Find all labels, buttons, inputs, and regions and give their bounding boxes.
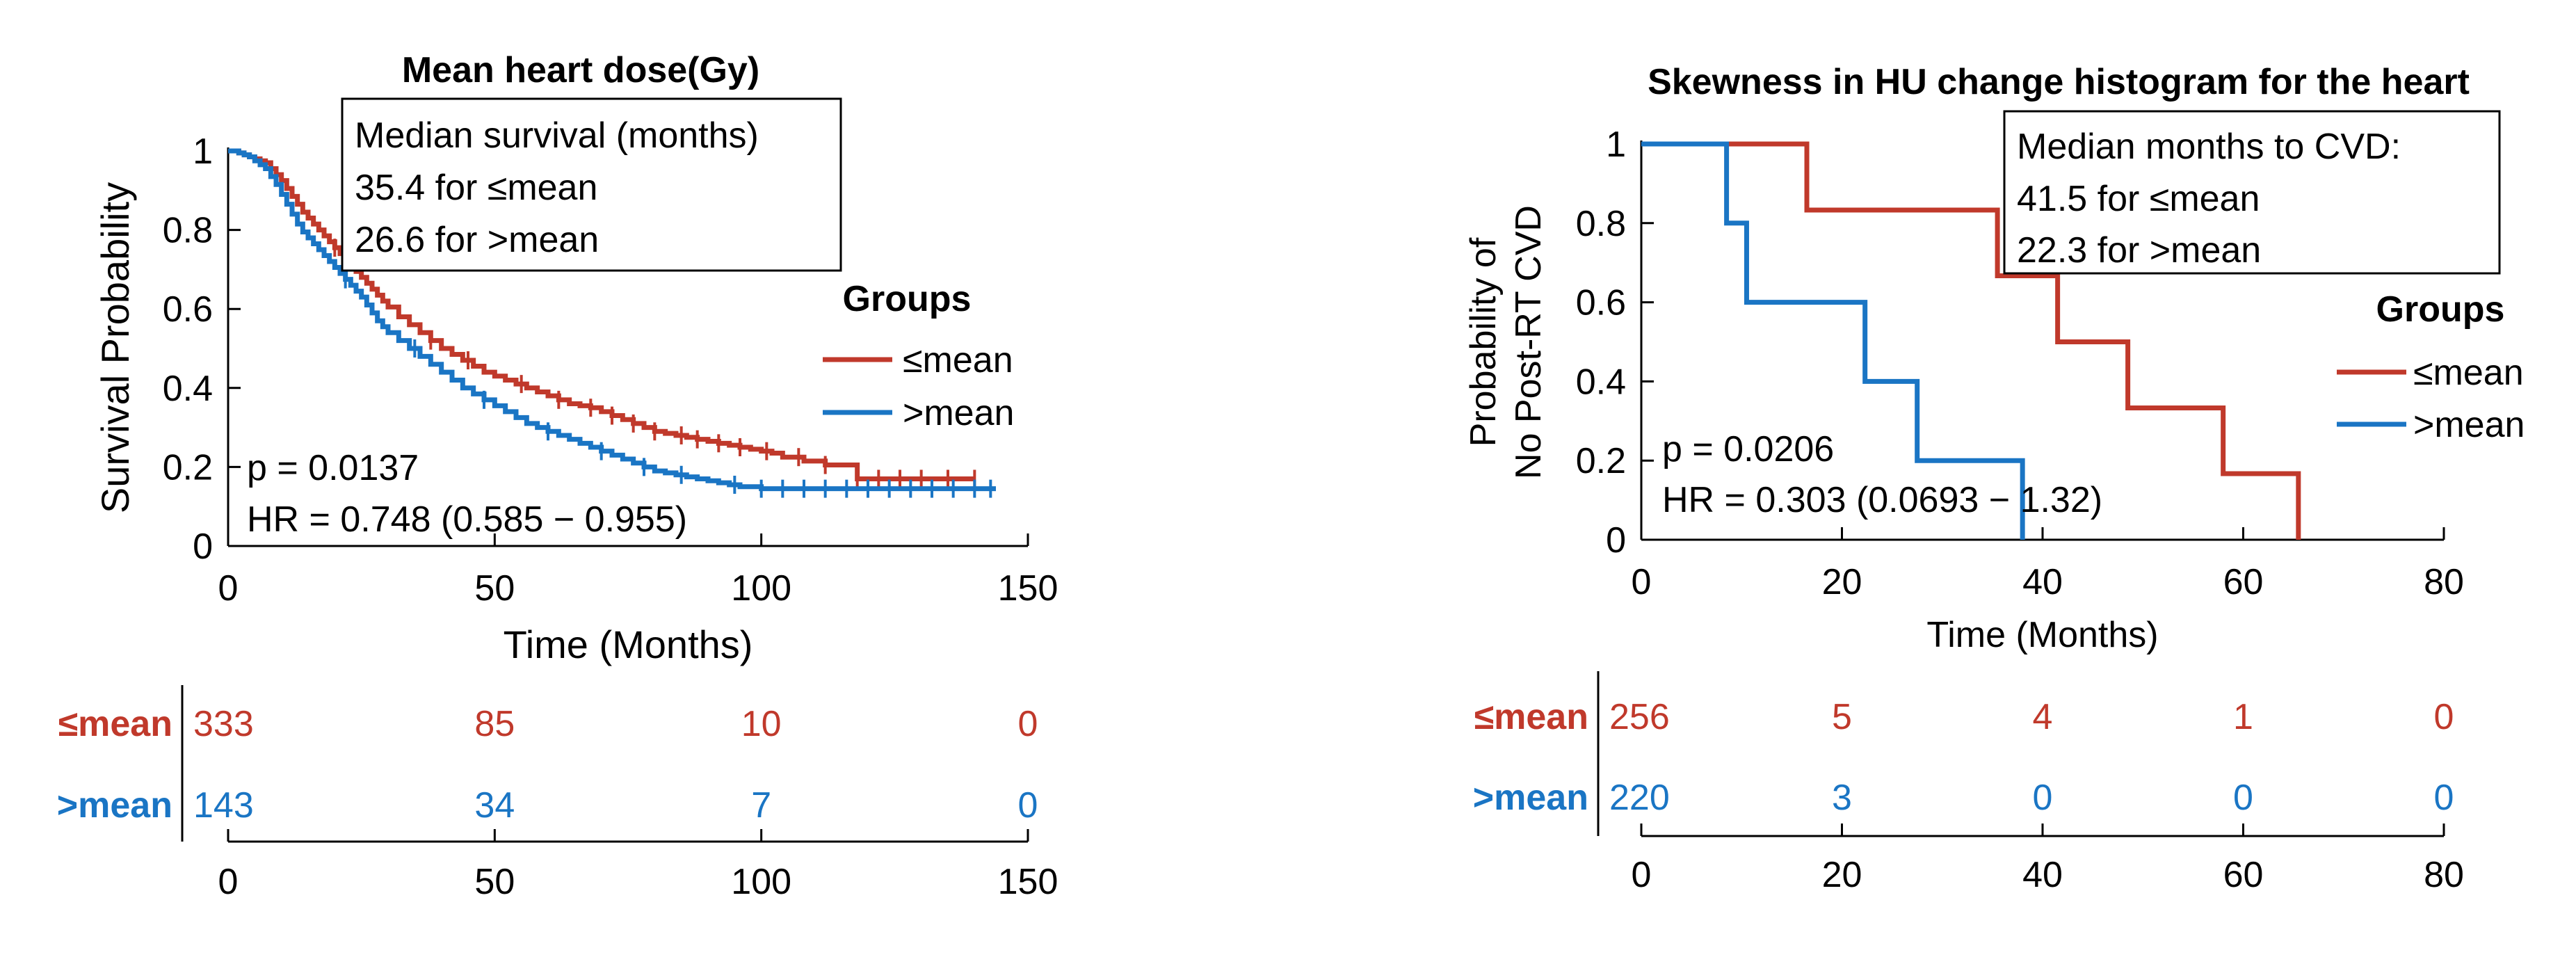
at-risk-group-label: ≤mean: [58, 704, 172, 744]
x-tick-label: 40: [2022, 562, 2063, 602]
y-axis-label-line2: No Post-RT CVD: [1508, 205, 1549, 479]
at-risk-axis-tick-label: 80: [2424, 855, 2464, 895]
at-risk-count: 0: [2033, 778, 2053, 818]
at-risk-count: 220: [1609, 778, 1670, 818]
p-value-text: p = 0.0206: [1662, 429, 1834, 469]
y-tick-label: 0: [1606, 520, 1626, 561]
at-risk-axis-tick-label: 20: [1822, 855, 1862, 895]
chart-title: Skewness in HU change histogram for the …: [1648, 62, 2470, 102]
x-tick-label: 100: [731, 568, 791, 609]
y-axis-label: Probability of: [1463, 237, 1504, 447]
at-risk-group-label: ≤mean: [1474, 697, 1588, 737]
km-curve-gt-mean: [1641, 141, 2025, 540]
at-risk-table: ≤mean 333 85 10 0>mean 143 34 7 00 50 100 150: [57, 685, 1058, 902]
chart-panel-2: Skewness in HU change histogram for the …: [1463, 62, 2525, 895]
at-risk-count: 0: [2434, 697, 2454, 737]
at-risk-axis-tick-label: 50: [474, 862, 515, 902]
y-axis-label: Survival Probability: [93, 182, 137, 513]
legend-title: Groups: [2376, 289, 2505, 330]
at-risk-count: 0: [1018, 704, 1038, 744]
x-tick-label: 60: [2223, 562, 2264, 602]
legend-label: >mean: [903, 393, 1014, 433]
hazard-ratio-text: HR = 0.303 (0.0693 − 1.32): [1662, 480, 2102, 520]
chart-title: Mean heart dose(Gy): [402, 50, 759, 90]
y-tick-label: 0.8: [1576, 204, 1626, 244]
y-tick-label: 0.2: [163, 447, 213, 488]
y-tick-label: 0.6: [163, 289, 213, 330]
at-risk-count: 3: [1832, 778, 1852, 818]
y-tick-label: 0.4: [1576, 362, 1626, 402]
at-risk-count: 10: [741, 704, 782, 744]
y-tick-label: 1: [193, 131, 213, 172]
at-risk-axis-tick-label: 150: [998, 862, 1058, 902]
at-risk-group-label: >mean: [1473, 778, 1588, 818]
legend-label: ≤mean: [2413, 353, 2524, 393]
at-risk-count: 333: [193, 704, 254, 744]
at-risk-count: 85: [474, 704, 515, 744]
at-risk-axis-tick-label: 60: [2223, 855, 2264, 895]
hazard-ratio-text: HR = 0.748 (0.585 − 0.955): [247, 499, 687, 540]
x-tick-label: 20: [1822, 562, 1862, 602]
at-risk-table: ≤mean 256 5 4 1 0 >mean 220 3 0 0 0 0 20 40 60 80: [1473, 671, 2464, 895]
at-risk-count: 0: [1018, 785, 1038, 826]
median-box-line: 26.6 for >mean: [355, 220, 599, 260]
y-tick-label: 1: [1606, 124, 1626, 165]
at-risk-count: 0: [2233, 778, 2253, 818]
at-risk-axis-tick-label: 100: [731, 862, 791, 902]
median-box-line: Median months to CVD:: [2017, 127, 2401, 167]
median-box-line: 35.4 for ≤mean: [355, 168, 597, 208]
y-tick-label: 0.2: [1576, 441, 1626, 481]
median-box-line: 22.3 for >mean: [2017, 230, 2261, 271]
at-risk-axis-tick-label: 40: [2022, 855, 2063, 895]
at-risk-count: 5: [1832, 697, 1852, 737]
at-risk-count: 34: [474, 785, 515, 826]
legend-label: ≤mean: [903, 340, 1013, 380]
y-tick-label: 0.6: [1576, 283, 1626, 323]
median-box-line: Median survival (months): [355, 115, 759, 156]
p-value-text: p = 0.0137: [247, 448, 419, 488]
at-risk-count: 4: [2033, 697, 2053, 737]
x-axis-label: Time (Months): [504, 622, 753, 666]
x-tick-label: 150: [998, 568, 1058, 609]
y-tick-label: 0.8: [163, 211, 213, 251]
median-box-line: 41.5 for ≤mean: [2017, 179, 2260, 219]
x-tick-label: 50: [474, 568, 515, 609]
median-box: [341, 97, 842, 272]
at-risk-count: 0: [2434, 778, 2454, 818]
x-axis-label: Time (Months): [1926, 615, 2158, 655]
at-risk-axis-tick-label: 0: [1632, 855, 1652, 895]
at-risk-count: 7: [751, 785, 771, 826]
at-risk-count: 143: [193, 785, 254, 826]
at-risk-count: 256: [1609, 697, 1670, 737]
x-tick-label: 0: [1632, 562, 1652, 602]
legend-label: >mean: [2413, 405, 2525, 445]
at-risk-group-label: >mean: [57, 785, 172, 826]
x-tick-label: 0: [218, 568, 239, 609]
median-box: [2003, 110, 2501, 275]
legend-title: Groups: [843, 279, 972, 319]
x-tick-label: 80: [2424, 562, 2464, 602]
y-tick-label: 0: [193, 527, 213, 567]
y-tick-label: 0.4: [163, 369, 213, 409]
at-risk-count: 1: [2233, 697, 2253, 737]
chart-panel-1: Mean heart dose(Gy)00.20.40.60.810 50 100 1…: [57, 50, 1058, 902]
km-curve-le-mean: [1641, 141, 2301, 540]
at-risk-axis-tick-label: 0: [218, 862, 239, 902]
